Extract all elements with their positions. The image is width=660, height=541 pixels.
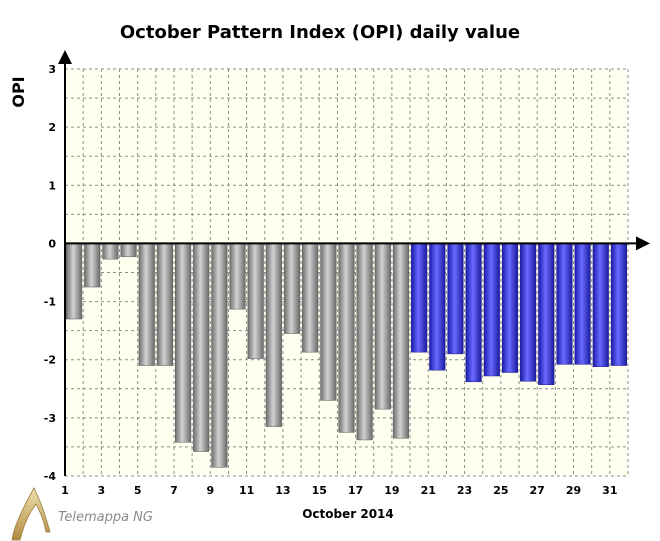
y-tick-label: 0 [48, 237, 56, 250]
observed-bar [302, 243, 319, 353]
x-axis-arrow [636, 236, 650, 251]
observed-bar [120, 243, 137, 258]
forecast-bar [483, 243, 500, 377]
observed-bar [320, 243, 337, 401]
bar-series [66, 243, 627, 468]
forecast-bar [574, 243, 591, 365]
x-tick-label: 17 [348, 484, 363, 497]
y-tick-label: 3 [48, 63, 56, 76]
x-tick-label: 1 [61, 484, 69, 497]
forecast-bar [592, 243, 609, 367]
forecast-bar [429, 243, 446, 371]
observed-bar [338, 243, 355, 433]
x-tick-label: 29 [566, 484, 581, 497]
x-tick-label: 5 [134, 484, 142, 497]
observed-bar [138, 243, 155, 366]
x-tick-label: 9 [206, 484, 214, 497]
telemappa-logo: Telemappa NG [11, 487, 153, 541]
y-tick-labels: -4 -3 -2 -1 0 1 2 3 [44, 63, 57, 483]
observed-bar [392, 243, 410, 439]
x-tick-label: 15 [312, 484, 327, 497]
y-tick-label: -3 [44, 412, 56, 425]
observed-bar [66, 243, 83, 320]
observed-bar [211, 243, 228, 468]
x-tick-label: 7 [170, 484, 178, 497]
observed-bar [229, 243, 246, 310]
x-tick-labels: 1 3 5 7 9 11 13 15 17 19 21 23 25 27 29 31 [61, 484, 617, 497]
forecast-bar [501, 243, 519, 373]
x-tick-label: 31 [602, 484, 617, 497]
y-tick-label: 1 [48, 179, 56, 192]
forecast-bar [411, 243, 428, 353]
observed-bar [193, 243, 210, 452]
logo-text: Telemappa NG [58, 510, 153, 525]
y-axis-label: OPI [9, 76, 28, 107]
x-axis-label: October 2014 [302, 507, 394, 521]
observed-bar [374, 243, 391, 410]
observed-bar [174, 243, 192, 443]
chart-title: October Pattern Index (OPI) daily value [120, 22, 520, 43]
observed-bar [102, 243, 119, 260]
observed-bar [265, 243, 282, 427]
observed-bar [283, 243, 301, 334]
x-tick-label: 13 [275, 484, 290, 497]
observed-bar [356, 243, 373, 441]
forecast-bar [465, 243, 482, 383]
x-tick-label: 11 [239, 484, 254, 497]
x-tick-label: 21 [421, 484, 436, 497]
x-tick-label: 23 [457, 484, 472, 497]
y-tick-label: -2 [44, 354, 56, 367]
x-tick-label: 3 [97, 484, 105, 497]
observed-bar [84, 243, 101, 288]
x-tick-label: 19 [384, 484, 399, 497]
logo-emblem-icon [11, 487, 51, 541]
observed-bar [247, 243, 264, 359]
x-tick-label: 27 [530, 484, 545, 497]
y-axis-arrow [58, 50, 72, 64]
x-tick-label: 25 [493, 484, 508, 497]
axes [58, 50, 650, 476]
y-tick-label: -1 [44, 296, 56, 309]
forecast-bar [556, 243, 573, 365]
forecast-bar [520, 243, 537, 382]
y-tick-label: -4 [44, 470, 57, 483]
forecast-bar [610, 243, 627, 366]
forecast-bar [538, 243, 555, 385]
observed-bar [156, 243, 173, 366]
forecast-bar [447, 243, 464, 355]
y-tick-label: 2 [48, 121, 56, 134]
